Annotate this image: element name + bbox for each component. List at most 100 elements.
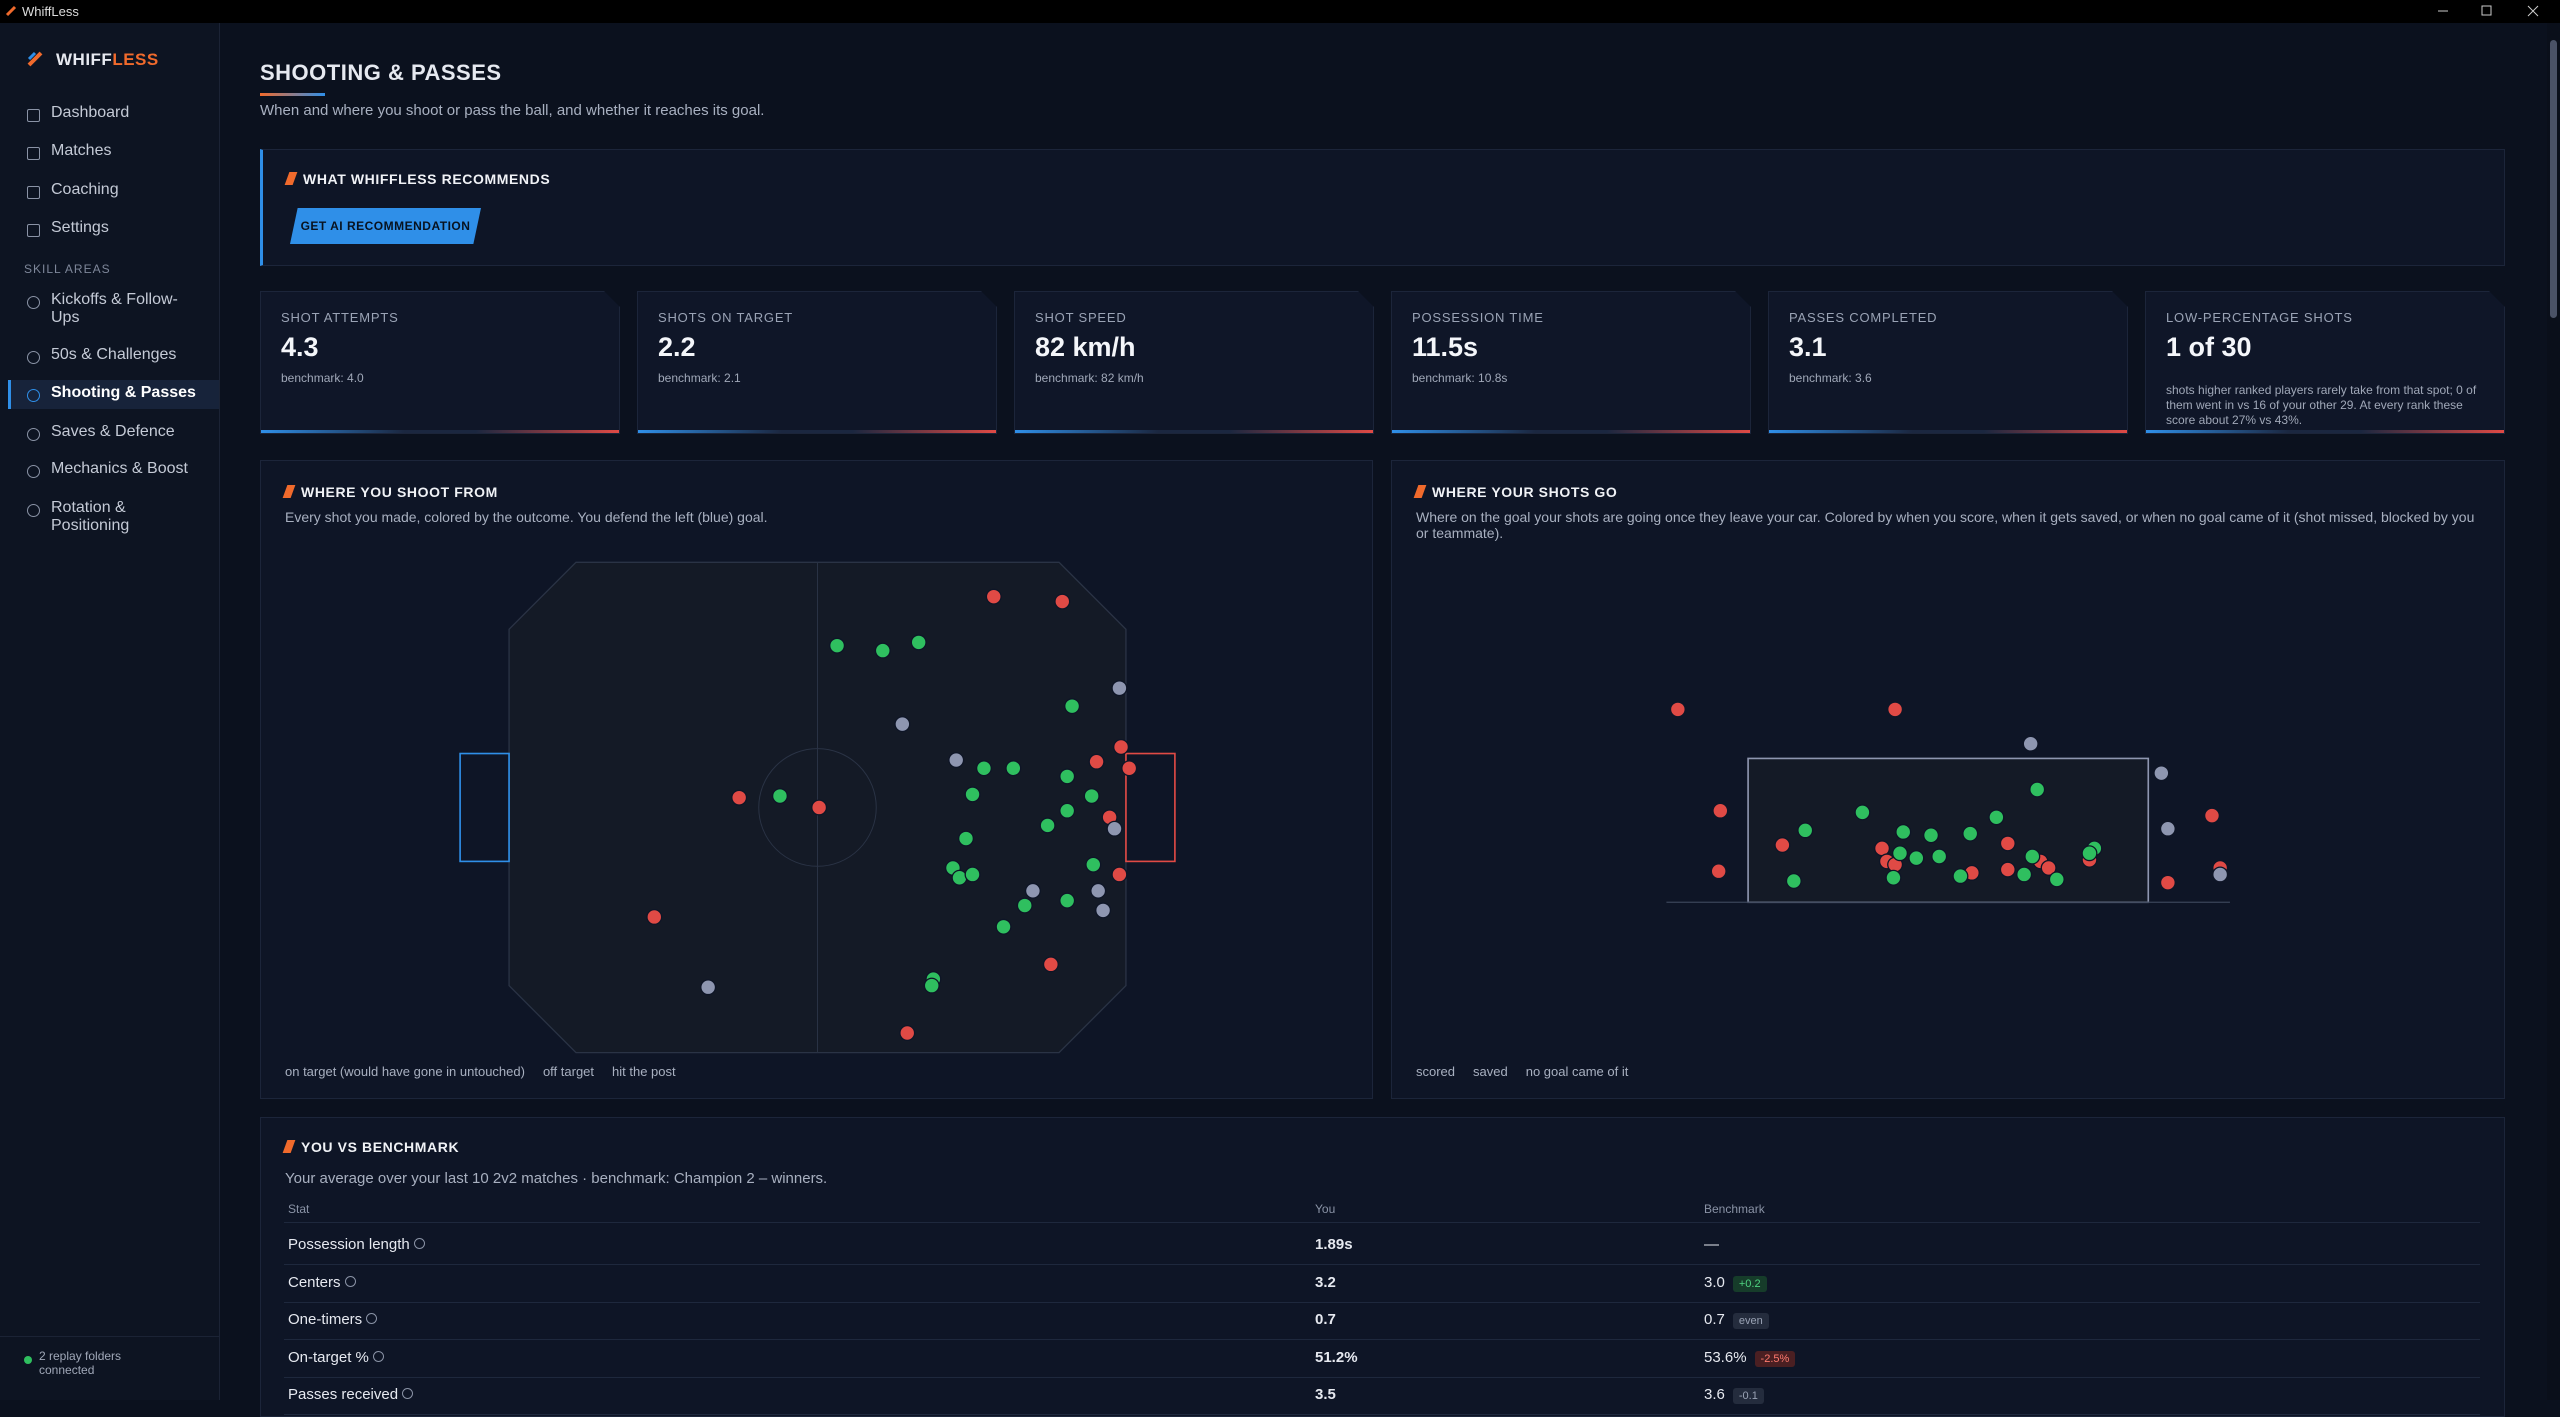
info-icon — [372, 1350, 384, 1362]
card-accent — [1015, 430, 1373, 433]
recommendation-heading: WHAT WHIFFLESS RECOMMENDS — [303, 171, 551, 187]
card-accent — [1392, 430, 1750, 433]
legend: on target (would have gone in untouched)… — [285, 1064, 676, 1079]
window-title: WhiffLess — [22, 4, 79, 19]
logo-icon — [27, 51, 43, 67]
legend-item: on target (would have gone in untouched) — [285, 1064, 525, 1079]
benchmark-value: — — [1704, 1236, 1719, 1253]
app-icon — [5, 5, 17, 17]
table-row: Possession length 1.89s — — [284, 1226, 2480, 1265]
stat-value: 2.2 — [658, 332, 696, 362]
you-value: 0.7 — [1315, 1311, 1336, 1329]
card-accent — [638, 430, 996, 433]
goal-map-heading: WHERE YOUR SHOTS GO — [1432, 484, 1618, 500]
stat-card: SHOTS ON TARGET 2.2 benchmark: 2.1 — [637, 291, 997, 434]
stat-label: PASSES COMPLETED — [1789, 310, 1938, 325]
shot-dots — [646, 588, 1138, 1042]
you-value: 51.2% — [1315, 1348, 1358, 1366]
legend-label: saved — [1473, 1064, 1508, 1079]
stat-value: 3.1 — [1789, 332, 1827, 362]
benchmark-number: 53.6% — [1704, 1348, 1747, 1366]
shot-map — [459, 561, 1176, 1054]
stat-name: Possession length — [288, 1236, 425, 1253]
benchmark-heading: YOU VS BENCHMARK — [301, 1139, 460, 1155]
stat-value: 4.3 — [281, 332, 319, 362]
nav-item[interactable]: Rotation & Positioning — [51, 499, 130, 534]
legend-item: hit the post — [612, 1064, 676, 1079]
card-accent — [2146, 430, 2504, 433]
legend-item: no goal came of it — [1526, 1064, 1629, 1079]
stat-value: 82 km/h — [1035, 332, 1136, 362]
stat-value: 1 of 30 — [2166, 332, 2252, 362]
logo-main: WHIFF — [56, 50, 113, 69]
shot-map-description: Every shot you made, colored by the outc… — [285, 509, 768, 525]
delta-badge: +0.2 — [1732, 1275, 1767, 1292]
nav-icon — [27, 465, 40, 478]
stat-benchmark: benchmark: 82 km/h — [1035, 371, 1144, 385]
legend: scored saved no goal came of it — [1416, 1064, 1628, 1079]
stat-value: 11.5s — [1412, 332, 1479, 362]
benchmark-panel: YOU VS BENCHMARK Your average over your … — [260, 1117, 2505, 1417]
ai-recommendation-button[interactable]: GET AI RECOMMENDATION — [290, 208, 481, 244]
stat-benchmark: benchmark: 3.6 — [1789, 371, 1872, 385]
nav-item[interactable]: Settings — [51, 219, 109, 236]
stat-label: SHOT SPEED — [1035, 310, 1127, 325]
nav-item[interactable]: Shooting & Passes — [51, 384, 196, 401]
benchmark-description: Your average over your last 10 2v2 match… — [285, 1170, 828, 1187]
legend-label: hit the post — [612, 1064, 676, 1079]
nav-icon — [27, 109, 40, 122]
you-value: 3.5 — [1315, 1386, 1336, 1404]
table-header: Stat You Benchmark — [284, 1196, 2480, 1223]
you-value: 1.89s — [1315, 1236, 1353, 1253]
scrollbar-thumb[interactable] — [2550, 40, 2557, 318]
stat-label: SHOT ATTEMPTS — [281, 310, 399, 325]
benchmark-number: 3.0 — [1704, 1273, 1725, 1291]
legend-label: off target — [542, 1064, 595, 1079]
stat-name: On-target % — [288, 1349, 384, 1366]
nav-icon — [27, 224, 40, 237]
legend-item: saved — [1473, 1064, 1508, 1079]
nav-item[interactable]: Matches — [51, 142, 112, 159]
goal-map-panel: WHERE YOUR SHOTS GO Where on the goal yo… — [1391, 460, 2505, 1099]
divider — [0, 1336, 219, 1337]
stat-name: Centers — [288, 1274, 356, 1291]
nav-item[interactable]: Dashboard — [51, 104, 130, 121]
nav-item[interactable]: Saves & Defence — [51, 423, 175, 440]
table-row: Passes received 3.5 3.6 -0.1 — [284, 1376, 2480, 1416]
nav-item[interactable]: Kickoffs & Follow-Ups — [51, 291, 178, 326]
stat-card: SHOT ATTEMPTS 4.3 benchmark: 4.0 — [260, 291, 620, 434]
info-icon — [413, 1238, 425, 1249]
page-title: SHOOTING & PASSES — [260, 60, 502, 85]
table-row: Centers 3.2 3.0 +0.2 — [284, 1264, 2480, 1303]
legend-label: on target (would have gone in untouched) — [285, 1064, 525, 1079]
stat-card: PASSES COMPLETED 3.1 benchmark: 3.6 — [1768, 291, 2128, 434]
delta-badge: even — [1732, 1313, 1769, 1330]
benchmark-number: 3.6 — [1704, 1386, 1725, 1404]
scrollbar[interactable] — [2547, 23, 2560, 1400]
nav-icon — [27, 504, 40, 517]
goal-map-description: Where on the goal your shots are going o… — [1416, 509, 2475, 541]
shot-map-heading: WHERE YOU SHOOT FROM — [301, 484, 498, 500]
stat-card: SHOT SPEED 82 km/h benchmark: 82 km/h — [1014, 291, 1374, 434]
goal-map — [1666, 701, 2230, 904]
nav-item[interactable]: 50s & Challenges — [51, 346, 177, 363]
benchmark-number: — — [1704, 1236, 1719, 1253]
benchmark-number: 0.7 — [1704, 1311, 1725, 1329]
stat-note: shots higher ranked players rarely take … — [2166, 383, 2477, 427]
table-row: One-timers 0.7 0.7 even — [284, 1301, 2480, 1341]
window-controls[interactable] — [2430, 0, 2560, 23]
nav-item[interactable]: Mechanics & Boost — [51, 460, 188, 477]
benchmark-value: 3.0 +0.2 — [1704, 1273, 1767, 1292]
nav-icon — [27, 186, 40, 199]
status-dot — [24, 1356, 32, 1364]
legend-label: no goal came of it — [1525, 1064, 1629, 1079]
info-icon — [402, 1388, 414, 1400]
column-header: You — [1315, 1202, 1336, 1216]
nav-icon — [27, 389, 40, 402]
stat-label: POSSESSION TIME — [1412, 310, 1544, 325]
table-row: On-target % 51.2% 53.6% -2.5% — [284, 1339, 2480, 1378]
nav-item[interactable]: Coaching — [51, 181, 119, 198]
info-icon — [344, 1275, 356, 1287]
status-text: 2 replay folders connected — [39, 1349, 122, 1377]
legend-label: scored — [1416, 1064, 1456, 1079]
